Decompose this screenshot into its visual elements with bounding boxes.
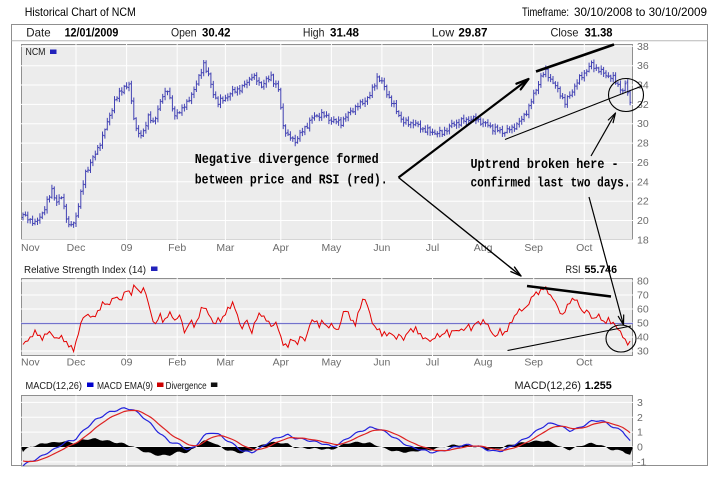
- svg-text:Historical Chart of NCM: Historical Chart of NCM: [25, 5, 136, 19]
- svg-text:20: 20: [637, 215, 649, 227]
- svg-text:Feb: Feb: [168, 242, 186, 254]
- svg-text:Sep: Sep: [524, 242, 543, 254]
- svg-text:MACD(12,26): MACD(12,26): [515, 380, 582, 392]
- svg-text:09: 09: [121, 357, 133, 369]
- svg-text:40: 40: [637, 332, 649, 344]
- svg-text:0: 0: [637, 442, 643, 454]
- svg-text:24: 24: [637, 176, 649, 188]
- svg-text:60: 60: [637, 304, 649, 316]
- svg-text:Apr: Apr: [273, 242, 290, 254]
- svg-text:Dec: Dec: [67, 242, 86, 254]
- svg-text:Aug: Aug: [474, 357, 493, 369]
- svg-text:between price and RSI (red).: between price and RSI (red).: [195, 174, 388, 189]
- svg-text:Jul: Jul: [426, 357, 439, 369]
- svg-text:High: High: [303, 26, 325, 40]
- svg-text:55.746: 55.746: [585, 264, 618, 276]
- svg-text:30: 30: [637, 118, 649, 130]
- svg-text:Oct: Oct: [576, 242, 592, 254]
- svg-text:May: May: [321, 242, 342, 254]
- svg-text:50: 50: [637, 318, 649, 330]
- svg-text:Dec: Dec: [67, 357, 86, 369]
- svg-text:31.38: 31.38: [585, 26, 613, 40]
- svg-text:30/10/2008 to 30/10/2009: 30/10/2008 to 30/10/2009: [574, 5, 707, 19]
- svg-text:Nov: Nov: [21, 357, 40, 369]
- svg-text:-1: -1: [637, 456, 646, 468]
- svg-text:29.87: 29.87: [458, 26, 487, 40]
- svg-text:Date: Date: [26, 26, 51, 40]
- svg-text:Sep: Sep: [524, 357, 543, 369]
- svg-text:Mar: Mar: [216, 242, 235, 254]
- svg-text:Negative divergence formed: Negative divergence formed: [195, 153, 379, 168]
- svg-text:22: 22: [637, 196, 649, 208]
- svg-text:36: 36: [637, 60, 649, 72]
- svg-text:Oct: Oct: [576, 357, 592, 369]
- svg-text:30: 30: [637, 346, 649, 358]
- svg-text:Uptrend broken here -: Uptrend broken here -: [471, 158, 619, 173]
- svg-text:Feb: Feb: [168, 357, 186, 369]
- svg-text:80: 80: [637, 276, 649, 288]
- svg-text:1.255: 1.255: [585, 380, 612, 392]
- svg-text:28: 28: [637, 138, 649, 150]
- svg-text:Jun: Jun: [373, 242, 390, 254]
- svg-text:confirmed last two days.: confirmed last two days.: [471, 176, 631, 191]
- svg-text:Jun: Jun: [373, 357, 390, 369]
- svg-text:Jul: Jul: [426, 242, 439, 254]
- svg-text:32: 32: [637, 99, 649, 111]
- svg-text:Divergence: Divergence: [166, 381, 207, 392]
- svg-text:Close: Close: [551, 26, 579, 40]
- svg-text:May: May: [321, 357, 342, 369]
- svg-text:3: 3: [637, 397, 643, 409]
- svg-text:Aug: Aug: [474, 242, 493, 254]
- svg-text:Relative Strength Index (14): Relative Strength Index (14): [24, 265, 146, 276]
- svg-text:Timeframe:: Timeframe:: [522, 5, 569, 19]
- svg-text:26: 26: [637, 157, 649, 169]
- svg-text:18: 18: [637, 234, 649, 246]
- svg-text:Apr: Apr: [273, 357, 290, 369]
- svg-text:NCM: NCM: [26, 46, 46, 58]
- svg-text:Low: Low: [432, 26, 455, 40]
- svg-text:34: 34: [637, 80, 649, 92]
- svg-text:12/01/2009: 12/01/2009: [65, 26, 119, 40]
- svg-text:RSI: RSI: [566, 264, 581, 276]
- svg-text:Open: Open: [171, 26, 197, 40]
- svg-text:70: 70: [637, 290, 649, 302]
- svg-text:2: 2: [637, 412, 643, 424]
- svg-text:31.48: 31.48: [330, 26, 359, 40]
- svg-text:MACD EMA(9): MACD EMA(9): [97, 381, 153, 392]
- svg-text:Mar: Mar: [216, 357, 235, 369]
- svg-text:MACD(12,26): MACD(12,26): [26, 381, 83, 392]
- svg-text:Nov: Nov: [21, 242, 40, 254]
- svg-text:1: 1: [637, 427, 643, 439]
- svg-text:09: 09: [121, 242, 133, 254]
- svg-text:38: 38: [637, 41, 649, 53]
- svg-text:30.42: 30.42: [202, 26, 231, 40]
